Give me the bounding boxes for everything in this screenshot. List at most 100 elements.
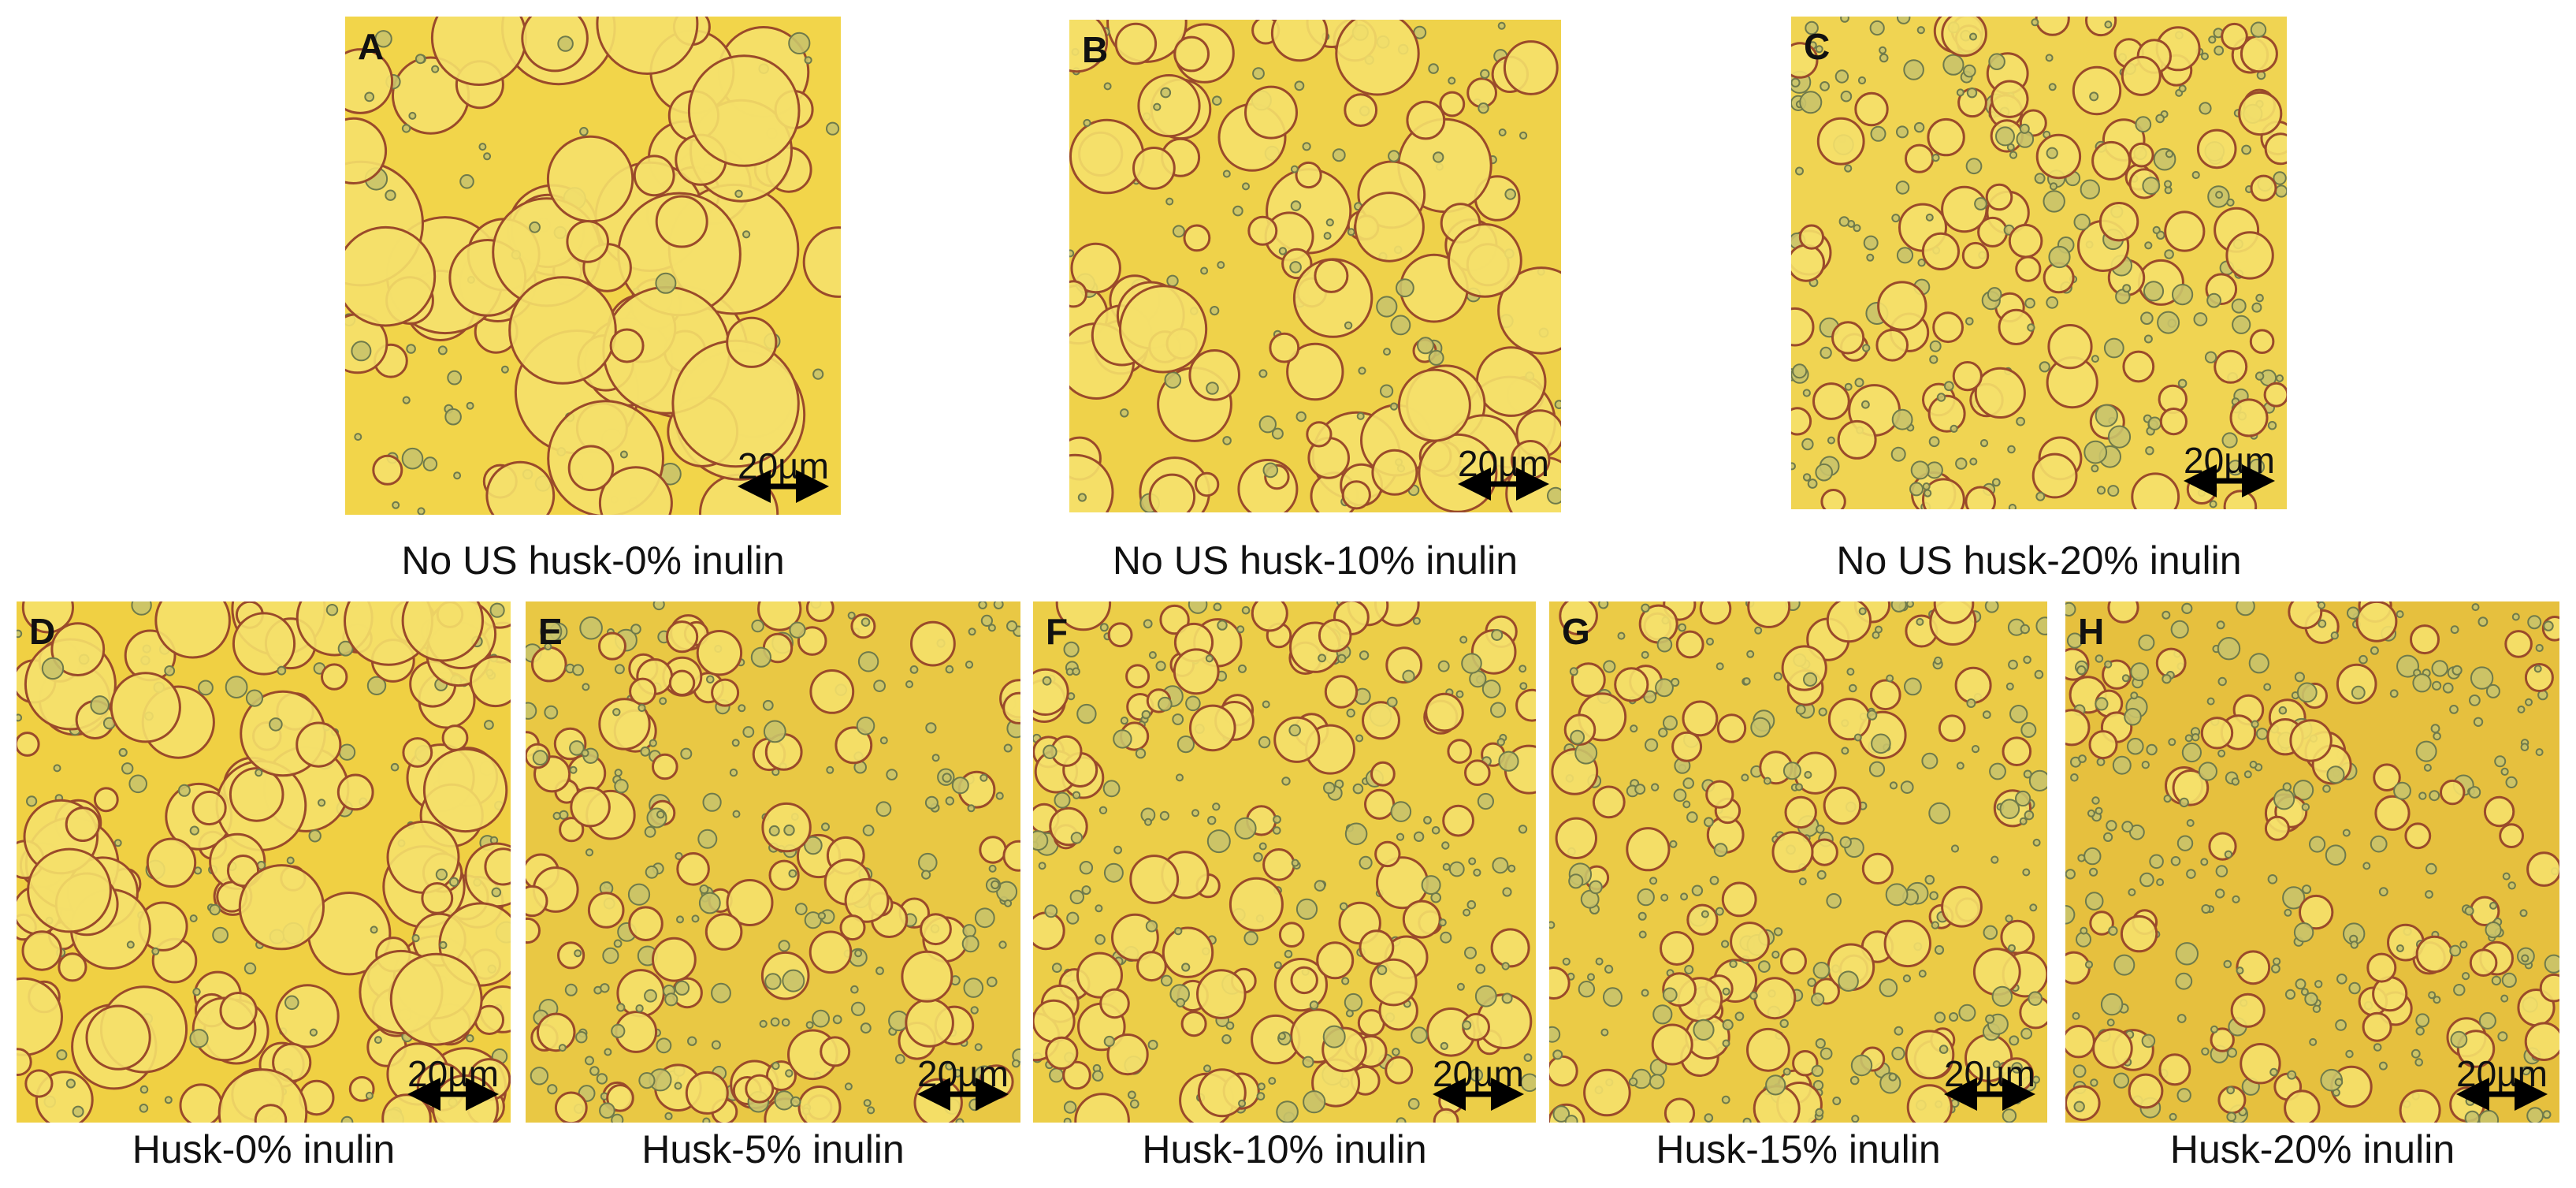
- droplet: [1549, 921, 1556, 929]
- droplet: [392, 501, 400, 509]
- droplet: [2304, 992, 2318, 1007]
- droplet: [1203, 1064, 1211, 1073]
- droplet: [1141, 709, 1151, 720]
- droplet: [2477, 616, 2489, 628]
- droplet: [1801, 438, 1814, 451]
- droplet: [1390, 315, 1411, 336]
- droplet: [2011, 1062, 2023, 1074]
- droplet: [2073, 1100, 2085, 1112]
- droplet: [1474, 985, 1497, 1007]
- droplet: [2043, 190, 2065, 213]
- droplet: [2314, 980, 2323, 989]
- droplet: [1603, 987, 1623, 1007]
- droplet: [1128, 1090, 1136, 1100]
- droplet: [1519, 682, 1528, 691]
- droplet: [2415, 1013, 2430, 1028]
- droplet: [1749, 991, 1758, 1000]
- droplet: [2141, 1033, 2156, 1048]
- droplet: [2362, 862, 2371, 870]
- droplet: [386, 820, 460, 894]
- droplet: [2225, 231, 2274, 280]
- droplet: [1402, 669, 1415, 683]
- droplet: [2106, 1019, 2115, 1027]
- droplet: [540, 620, 563, 642]
- droplet: [1891, 214, 1901, 223]
- droplet: [1497, 21, 1506, 30]
- droplet: [2215, 865, 2228, 877]
- droplet: [372, 454, 403, 486]
- droplet: [847, 611, 856, 620]
- droplet: [2095, 697, 2109, 711]
- droplet: [2470, 666, 2494, 690]
- droplet: [2232, 315, 2251, 334]
- droplet: [2299, 894, 2334, 930]
- droplet: [570, 786, 611, 828]
- droplet: [1206, 382, 1219, 395]
- droplet: [1341, 977, 1350, 985]
- droplet: [1965, 486, 1996, 509]
- droplet: [526, 702, 537, 720]
- droplet: [1191, 809, 1199, 817]
- droplet: [1826, 893, 1842, 909]
- droplet: [364, 91, 375, 102]
- droplet: [2250, 21, 2267, 38]
- droplet: [56, 1049, 68, 1061]
- droplet: [1236, 625, 1245, 634]
- droplet: [1302, 142, 1311, 151]
- droplet: [1950, 424, 1958, 434]
- droplet: [839, 914, 866, 941]
- droplet: [729, 768, 738, 777]
- droplet: [1347, 228, 1355, 236]
- droplet: [1212, 803, 1221, 811]
- droplet: [365, 1091, 374, 1100]
- droplet: [1663, 715, 1678, 731]
- droplet: [2393, 781, 2411, 800]
- droplet: [1413, 831, 1425, 843]
- droplet: [655, 272, 677, 294]
- droplet: [401, 447, 424, 470]
- droplet: [1336, 654, 1347, 664]
- droplet: [1270, 20, 1329, 62]
- droplet: [2106, 820, 2117, 832]
- panel-letter: H: [2078, 611, 2104, 652]
- droplet: [1063, 1100, 1077, 1114]
- droplet: [821, 822, 830, 832]
- droplet: [2096, 758, 2106, 766]
- droplet: [2355, 601, 2398, 642]
- droplet: [1129, 855, 1180, 904]
- droplet: [1715, 907, 1724, 916]
- droplet: [1213, 602, 1222, 612]
- panel-letter: E: [538, 611, 563, 652]
- droplet: [1637, 911, 1647, 921]
- droplet: [2322, 784, 2331, 793]
- droplet: [1466, 77, 1497, 109]
- droplet: [1617, 631, 1626, 640]
- droplet: [2170, 856, 2181, 866]
- droplet: [225, 676, 248, 698]
- droplet: [1448, 861, 1465, 877]
- droplet: [2250, 174, 2277, 202]
- droplet: [321, 663, 348, 691]
- droplet: [1463, 908, 1471, 917]
- droplet: [1820, 489, 1846, 509]
- droplet: [574, 949, 582, 958]
- droplet: [2145, 446, 2154, 456]
- droplet: [275, 984, 340, 1048]
- droplet: [2023, 655, 2031, 665]
- droplet: [50, 622, 106, 676]
- droplet: [437, 345, 448, 356]
- droplet: [2107, 485, 2120, 497]
- droplet: [1691, 884, 1704, 896]
- droplet: [696, 630, 743, 676]
- droplet: [1396, 278, 1414, 298]
- droplet: [191, 790, 227, 826]
- panel-letter: A: [358, 26, 384, 67]
- droplet: [2432, 680, 2442, 691]
- droplet: [113, 839, 122, 847]
- droplet: [1934, 944, 1945, 955]
- droplet: [1103, 1035, 1115, 1048]
- droplet: [1934, 656, 1942, 665]
- droplet: [2092, 1028, 2133, 1069]
- droplet: [2048, 83, 2057, 91]
- droplet: [873, 680, 886, 692]
